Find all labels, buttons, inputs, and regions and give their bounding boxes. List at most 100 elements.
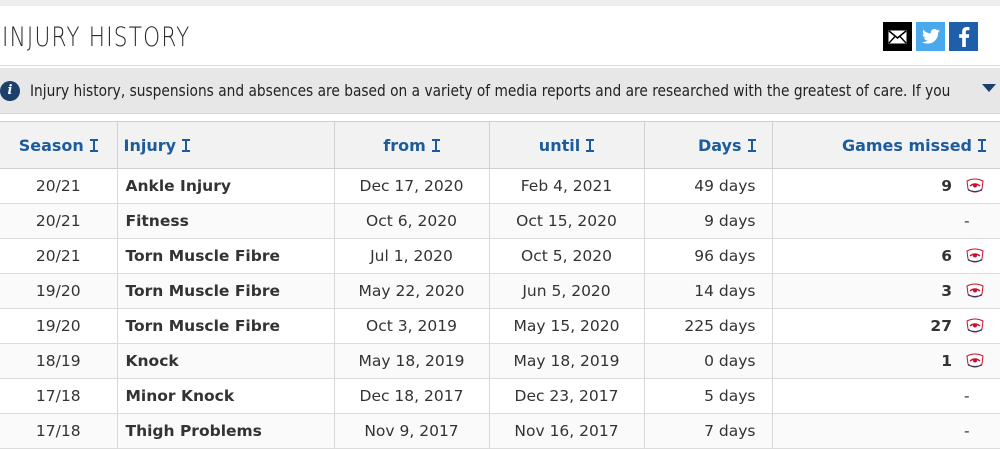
injury-cell: Torn Muscle Fibre [117,308,335,344]
sort-icon [89,138,98,152]
table-row: 20/21 Fitness Oct 6, 2020 Oct 15, 2020 9 day… [0,203,1000,239]
disclaimer-text: Injury history, suspensions and absences… [30,81,950,100]
sort-icon [978,138,986,152]
page-title: INJURY HISTORY [2,22,191,53]
from-cell: Oct 3, 2019 [334,308,490,344]
injury-cell: Torn Muscle Fibre [117,238,335,274]
until-cell: Oct 5, 2020 [489,238,645,274]
sort-icon [747,138,756,152]
games-missed-value: 6 [941,247,952,266]
season-cell: 20/21 [0,238,118,274]
until-header-label: until [538,135,581,155]
from-cell: May 22, 2020 [334,273,490,309]
games-missed-value: - [964,387,970,405]
until-cell: Dec 23, 2017 [489,378,645,414]
from-header-label: from [383,135,426,155]
games-header-label: Games missed [841,135,972,155]
games-missed-cell: 1 [772,343,1000,379]
from-cell: Jul 1, 2020 [334,238,490,274]
table-row: 17/18 Minor Knock Dec 18, 2017 Dec 23, 2017… [0,378,1000,414]
table-row: 17/18 Thigh Problems Nov 9, 2017 Nov 16, 20… [0,413,1000,449]
table-row: 19/20 Torn Muscle Fibre May 22, 2020 Jun 5,… [0,273,1000,309]
injury-cell: Ankle Injury [117,168,335,204]
games-missed-cell: 9 [772,168,1000,204]
injury-table: Season Injury from until Days Games miss… [0,121,1000,449]
expand-caret-icon[interactable] [982,84,996,92]
from-cell: Nov 9, 2017 [334,413,490,449]
until-cell: Feb 4, 2021 [489,168,645,204]
injury-cell: Minor Knock [117,378,335,414]
club-crest-icon[interactable] [964,318,986,334]
games-missed-value: 9 [941,177,952,196]
injury-header-label: Injury [123,135,177,155]
injury-cell: Fitness [117,203,335,239]
season-cell: 20/21 [0,168,118,204]
games-missed-cell: - [772,203,1000,239]
season-cell: 17/18 [0,413,118,449]
days-cell: 9 days [644,203,773,239]
twitter-share-button[interactable] [916,22,945,51]
table-header-row: Season Injury from until Days Games miss… [0,121,1000,169]
club-crest-icon[interactable] [964,353,986,369]
sort-icon [586,138,595,152]
sort-games-header[interactable]: Games missed [772,121,1000,169]
days-cell: 49 days [644,168,773,204]
facebook-icon [958,26,969,47]
sort-icon [431,138,440,152]
from-cell: May 18, 2019 [334,343,490,379]
from-cell: Dec 17, 2020 [334,168,490,204]
table-row: 19/20 Torn Muscle Fibre Oct 3, 2019 May 15,… [0,308,1000,344]
top-divider [0,0,1000,6]
games-missed-cell: - [772,413,1000,449]
share-buttons [883,22,978,51]
from-cell: Oct 6, 2020 [334,203,490,239]
sort-icon [182,138,191,152]
club-crest-icon[interactable] [964,283,986,299]
club-crest-icon[interactable] [964,178,986,194]
sort-injury-header[interactable]: Injury [117,121,335,169]
days-cell: 7 days [644,413,773,449]
facebook-share-button[interactable] [949,22,978,51]
until-cell: Oct 15, 2020 [489,203,645,239]
until-cell: May 15, 2020 [489,308,645,344]
sort-days-header[interactable]: Days [644,121,773,169]
days-cell: 14 days [644,273,773,309]
games-missed-cell: - [772,378,1000,414]
injury-cell: Torn Muscle Fibre [117,273,335,309]
club-crest-icon[interactable] [964,248,986,264]
from-cell: Dec 18, 2017 [334,378,490,414]
info-icon: i [0,80,20,101]
season-cell: 17/18 [0,378,118,414]
table-row: 20/21 Ankle Injury Dec 17, 2020 Feb 4, 2021… [0,168,1000,204]
table-row: 18/19 Knock May 18, 2019 May 18, 2019 0 days… [0,343,1000,379]
sort-season-header[interactable]: Season [0,121,118,169]
games-missed-value: - [964,212,970,230]
days-cell: 0 days [644,343,773,379]
until-cell: Jun 5, 2020 [489,273,645,309]
season-cell: 19/20 [0,273,118,309]
games-missed-value: 3 [941,282,952,301]
games-missed-cell: 6 [772,238,1000,274]
injury-cell: Knock [117,343,335,379]
email-share-button[interactable] [883,22,912,51]
season-header-label: Season [18,135,84,155]
season-cell: 18/19 [0,343,118,379]
until-cell: May 18, 2019 [489,343,645,379]
days-cell: 5 days [644,378,773,414]
days-cell: 96 days [644,238,773,274]
games-missed-cell: 27 [772,308,1000,344]
games-missed-cell: 3 [772,273,1000,309]
table-row: 20/21 Torn Muscle Fibre Jul 1, 2020 Oct 5, … [0,238,1000,274]
twitter-icon [921,29,940,44]
injury-cell: Thigh Problems [117,413,335,449]
games-missed-value: 1 [941,352,952,371]
disclaimer-notice: i Injury history, suspensions and absenc… [0,68,1000,114]
disclaimer-text-wrap: Injury history, suspensions and absences… [20,81,950,100]
games-missed-value: - [964,422,970,440]
envelope-icon [888,29,907,43]
sort-until-header[interactable]: until [489,121,645,169]
until-cell: Nov 16, 2017 [489,413,645,449]
days-cell: 225 days [644,308,773,344]
season-cell: 19/20 [0,308,118,344]
sort-from-header[interactable]: from [334,121,490,169]
